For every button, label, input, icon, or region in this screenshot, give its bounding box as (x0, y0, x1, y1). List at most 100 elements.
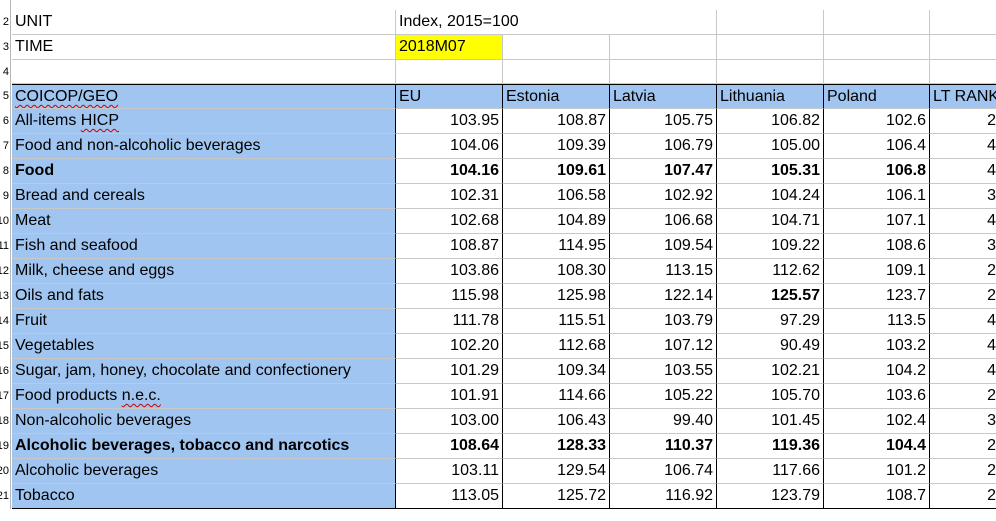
value-cell[interactable]: 111.78 (396, 309, 503, 334)
value-cell[interactable]: 4 (930, 334, 996, 359)
value-cell[interactable]: 104.2 (824, 359, 930, 384)
value-cell[interactable]: 2 (930, 459, 996, 484)
value-cell[interactable]: 101.29 (396, 359, 503, 384)
empty-cell[interactable] (824, 35, 930, 60)
value-cell[interactable]: 103.79 (610, 309, 717, 334)
value-cell[interactable]: 128.33 (503, 434, 610, 459)
value-cell[interactable]: 113.05 (396, 484, 503, 509)
row-label-cell[interactable]: All-items HICP (12, 109, 396, 134)
value-cell[interactable]: 102.92 (610, 184, 717, 209)
column-header-2[interactable]: Estonia (503, 84, 610, 109)
value-cell[interactable]: 113.5 (824, 309, 930, 334)
value-cell[interactable]: 104.89 (503, 209, 610, 234)
value-cell[interactable]: 125.72 (503, 484, 610, 509)
value-cell[interactable]: 106.68 (610, 209, 717, 234)
value-cell[interactable]: 104.71 (717, 209, 824, 234)
value-cell[interactable]: 107.12 (610, 334, 717, 359)
row-header[interactable]: 15 (0, 334, 11, 359)
value-cell[interactable]: 104.4 (824, 434, 930, 459)
value-cell[interactable]: 129.54 (503, 459, 610, 484)
empty-cell[interactable] (610, 10, 717, 35)
row-label-cell[interactable]: Food products n.e.c. (12, 384, 396, 409)
value-cell[interactable]: 103.55 (610, 359, 717, 384)
empty-cell[interactable] (717, 10, 824, 35)
value-cell[interactable]: 106.1 (824, 184, 930, 209)
value-cell[interactable]: 113.15 (610, 259, 717, 284)
row-label-cell[interactable]: Non-alcoholic beverages (12, 409, 396, 434)
empty-cell[interactable] (610, 35, 717, 60)
value-cell[interactable]: 104.06 (396, 134, 503, 159)
row-header[interactable]: 6 (0, 109, 11, 134)
empty-cell[interactable] (930, 60, 996, 84)
value-cell[interactable]: 109.22 (717, 234, 824, 259)
row-header[interactable]: 11 (0, 234, 11, 259)
value-cell[interactable]: 103.00 (396, 409, 503, 434)
header-label-cell[interactable]: COICOP/GEO (12, 84, 396, 109)
row-label-cell[interactable]: Oils and fats (12, 284, 396, 309)
value-cell[interactable]: 108.6 (824, 234, 930, 259)
column-header-3[interactable]: Latvia (610, 84, 717, 109)
empty-cell[interactable] (503, 35, 610, 60)
column-header-5[interactable]: Poland (824, 84, 930, 109)
value-cell[interactable]: 110.37 (610, 434, 717, 459)
row-label-cell[interactable]: Food and non-alcoholic beverages (12, 134, 396, 159)
empty-cell[interactable] (717, 60, 824, 84)
value-cell[interactable]: 112.62 (717, 259, 824, 284)
value-cell[interactable]: 108.87 (396, 234, 503, 259)
value-cell[interactable]: 106.79 (610, 134, 717, 159)
row-header[interactable]: 8 (0, 159, 11, 184)
row-header[interactable]: 5 (0, 84, 11, 109)
row-label-cell[interactable]: Sugar, jam, honey, chocolate and confect… (12, 359, 396, 384)
empty-cell[interactable] (12, 60, 396, 84)
value-cell[interactable]: 114.95 (503, 234, 610, 259)
value-cell[interactable]: 116.92 (610, 484, 717, 509)
row-label-cell[interactable]: Food (12, 159, 396, 184)
meta-label[interactable]: UNIT (12, 10, 396, 35)
value-cell[interactable]: 107.47 (610, 159, 717, 184)
row-header[interactable]: 3 (0, 35, 11, 60)
value-cell[interactable]: 4 (930, 134, 996, 159)
value-cell[interactable]: 103.86 (396, 259, 503, 284)
value-cell[interactable]: 106.43 (503, 409, 610, 434)
row-header[interactable]: 10 (0, 209, 11, 234)
value-cell[interactable]: 117.66 (717, 459, 824, 484)
row-label-cell[interactable]: Tobacco (12, 484, 396, 509)
value-cell[interactable]: 107.1 (824, 209, 930, 234)
value-cell[interactable]: 122.14 (610, 284, 717, 309)
empty-cell[interactable] (396, 60, 503, 84)
row-label-cell[interactable]: Meat (12, 209, 396, 234)
value-cell[interactable]: 112.68 (503, 334, 610, 359)
row-header[interactable]: 7 (0, 134, 11, 159)
empty-cell[interactable] (930, 10, 996, 35)
row-label-cell[interactable]: Fruit (12, 309, 396, 334)
value-cell[interactable]: 103.6 (824, 384, 930, 409)
value-cell[interactable]: 103.2 (824, 334, 930, 359)
value-cell[interactable]: 105.70 (717, 384, 824, 409)
value-cell[interactable]: 3 (930, 184, 996, 209)
empty-cell[interactable] (610, 60, 717, 84)
value-cell[interactable]: 2 (930, 284, 996, 309)
value-cell[interactable]: 108.7 (824, 484, 930, 509)
meta-label[interactable]: TIME (12, 35, 396, 60)
row-header[interactable]: 14 (0, 309, 11, 334)
value-cell[interactable]: 109.54 (610, 234, 717, 259)
row-label-cell[interactable]: Milk, cheese and eggs (12, 259, 396, 284)
column-header-1[interactable]: EU (396, 84, 503, 109)
value-cell[interactable]: 101.91 (396, 384, 503, 409)
meta-value[interactable]: 2018M07 (396, 35, 503, 60)
value-cell[interactable]: 3 (930, 234, 996, 259)
value-cell[interactable]: 106.8 (824, 159, 930, 184)
value-cell[interactable]: 109.1 (824, 259, 930, 284)
value-cell[interactable]: 2 (930, 384, 996, 409)
value-cell[interactable]: 105.00 (717, 134, 824, 159)
value-cell[interactable]: 4 (930, 159, 996, 184)
value-cell[interactable]: 115.98 (396, 284, 503, 309)
value-cell[interactable]: 106.4 (824, 134, 930, 159)
value-cell[interactable]: 90.49 (717, 334, 824, 359)
value-cell[interactable]: 123.79 (717, 484, 824, 509)
empty-cell[interactable] (824, 10, 930, 35)
value-cell[interactable]: 105.22 (610, 384, 717, 409)
value-cell[interactable]: 104.24 (717, 184, 824, 209)
empty-cell[interactable] (930, 35, 996, 60)
